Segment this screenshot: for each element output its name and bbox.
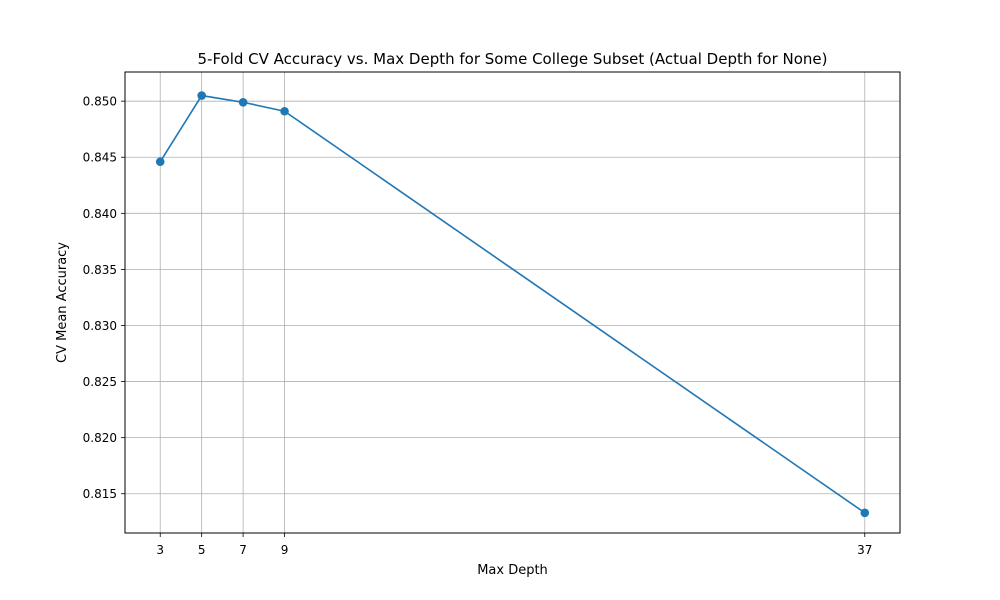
x-tick-label: 37 <box>857 543 872 557</box>
y-tick-label: 0.820 <box>83 431 117 445</box>
y-tick-label: 0.840 <box>83 207 117 221</box>
x-axis-label: Max Depth <box>477 563 548 578</box>
y-axis: 0.815 0.820 0.825 0.830 0.835 0.840 0.845 0.850 <box>83 95 125 501</box>
grid-lines <box>125 72 900 533</box>
series <box>155 91 870 518</box>
y-tick-label: 0.830 <box>83 319 117 333</box>
y-tick-label: 0.850 <box>83 95 117 109</box>
x-tick-label: 3 <box>156 543 164 557</box>
series-line <box>159 94 866 514</box>
plot-frame <box>124 71 901 534</box>
data-point <box>155 157 165 167</box>
y-axis-label: CV Mean Accuracy <box>55 242 70 363</box>
x-tick-label: 7 <box>239 543 247 557</box>
y-tick-label: 0.845 <box>83 151 117 165</box>
x-axis: 3 5 7 9 37 <box>156 533 872 557</box>
data-point <box>238 97 248 107</box>
y-tick-label: 0.815 <box>83 487 117 501</box>
data-point <box>197 91 206 100</box>
y-tick-label: 0.835 <box>83 263 117 277</box>
data-point <box>280 106 289 116</box>
y-tick-label: 0.825 <box>83 375 117 389</box>
x-tick-label: 9 <box>281 543 289 557</box>
data-point <box>860 508 870 518</box>
x-tick-label: 5 <box>198 543 206 557</box>
chart-title: 5-Fold CV Accuracy vs. Max Depth for Som… <box>197 50 827 68</box>
